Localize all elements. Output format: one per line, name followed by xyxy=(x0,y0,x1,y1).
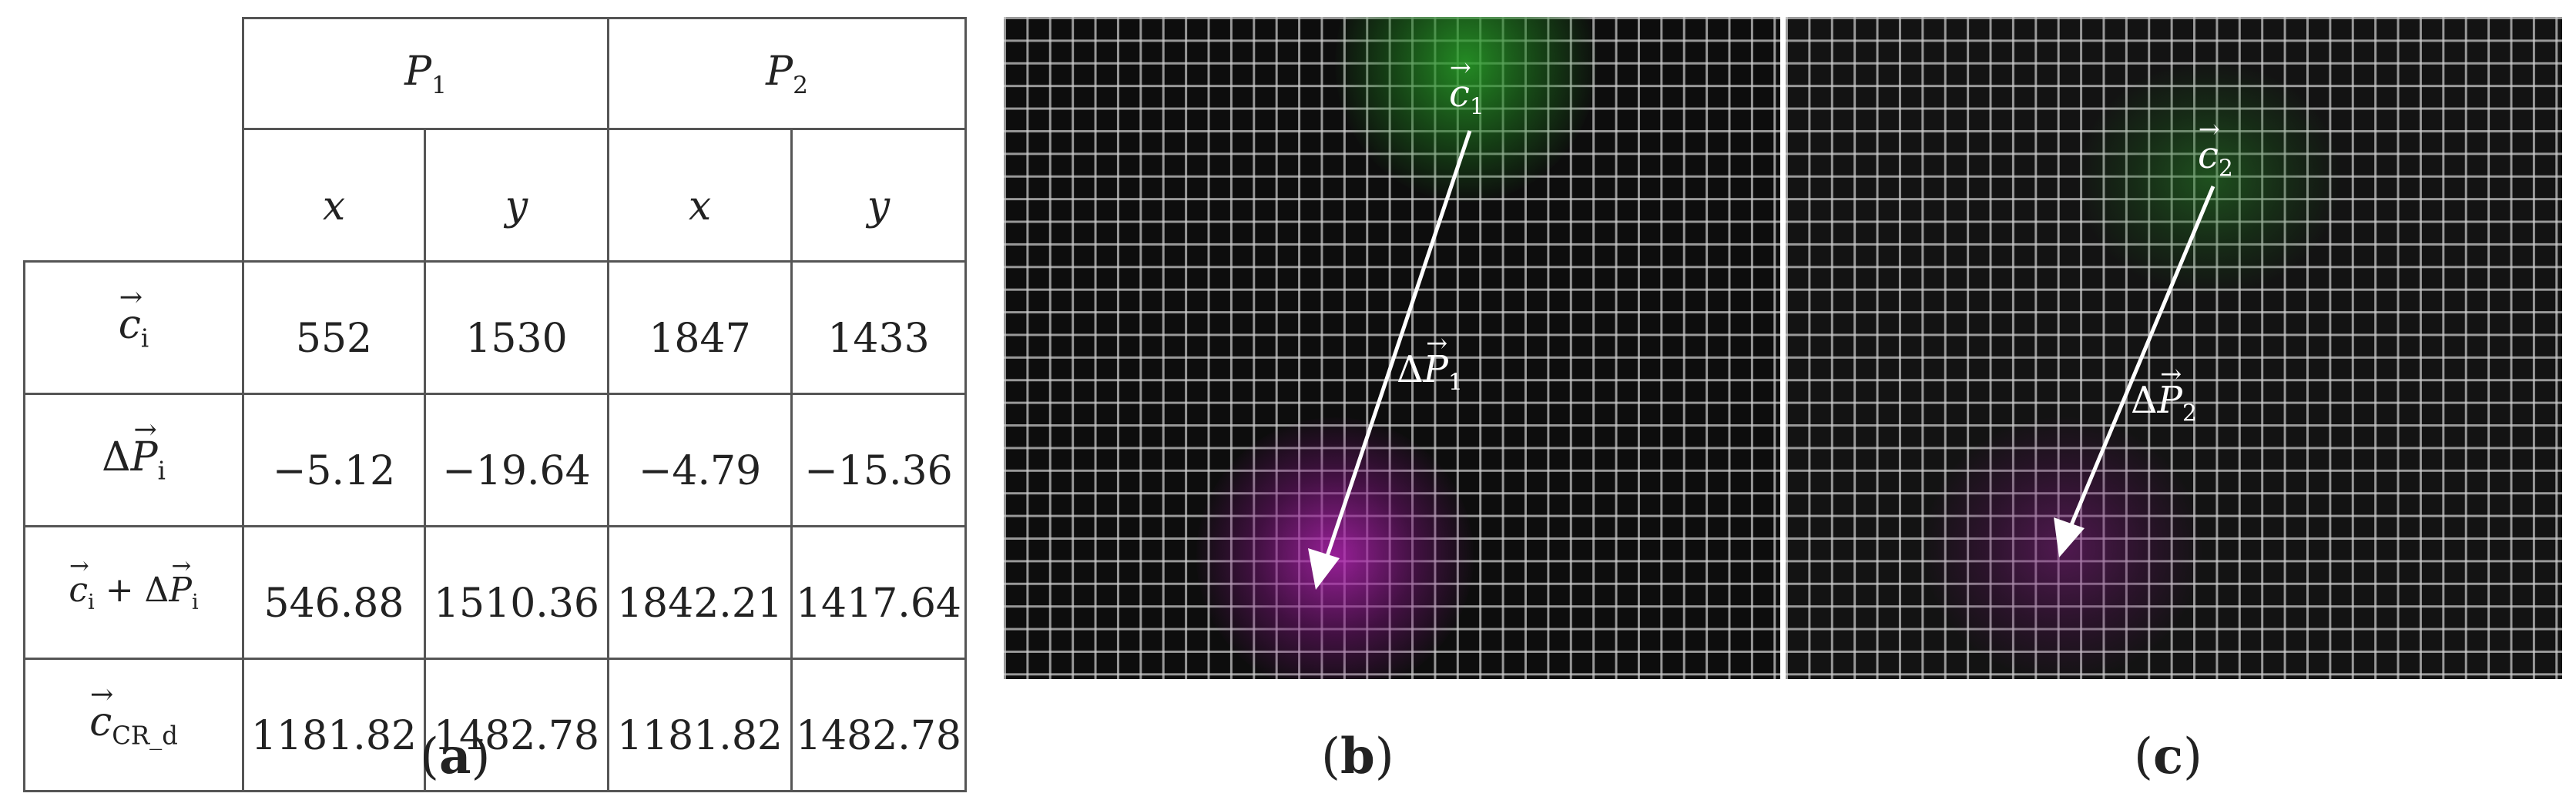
header-group-p1: P1 xyxy=(242,17,609,130)
table-cell: 1417.64 xyxy=(790,525,967,660)
header-col-p1-y: y xyxy=(424,128,609,263)
header-col-p2-x: x xyxy=(607,128,793,263)
table-cell: 546.88 xyxy=(242,525,426,660)
row-label-delta-pi: ΔPi xyxy=(23,393,244,527)
caption-a: (a) xyxy=(420,728,491,785)
header-group-p2: P2 xyxy=(607,17,967,130)
table-row: ci 552 1530 1847 1433 xyxy=(23,260,967,395)
table-cell: 1181.82 xyxy=(607,658,793,792)
row-label-c-cr-d: cCR_d xyxy=(23,658,244,792)
label-c1: c1 xyxy=(1449,72,1484,121)
table-header-row-axes: x y x y xyxy=(25,128,967,263)
table-cell: −4.79 xyxy=(607,393,793,527)
table-cell: −5.12 xyxy=(242,393,426,527)
label-delta-p1: ΔP1 xyxy=(1397,348,1463,397)
table-row: ΔPi −5.12 −19.64 −4.79 −15.36 xyxy=(23,393,967,527)
table-row: ci + ΔPi 546.88 1510.36 1842.21 1417.64 xyxy=(23,525,967,660)
table-cell: 1530 xyxy=(424,260,609,395)
row-label-ci-plus-delta: ci + ΔPi xyxy=(23,525,244,660)
table-cell: 1482.78 xyxy=(790,658,967,792)
row-label-ci: ci xyxy=(23,260,244,395)
caption-c: (c) xyxy=(2134,728,2202,785)
label-delta-p2: ΔP2 xyxy=(2131,379,2197,427)
panel-b-image: c1 ΔP1 xyxy=(1004,17,1780,679)
label-c2: c2 xyxy=(2198,134,2233,182)
panel-c-image: c2 ΔP2 xyxy=(1786,17,2562,679)
table-cell: 1510.36 xyxy=(424,525,609,660)
table-cell: 1847 xyxy=(607,260,793,395)
coordinates-table: P1 P2 x y x y ci 552 1530 1847 1433 ΔPi … xyxy=(23,17,967,792)
table-cell: 1181.82 xyxy=(242,658,426,792)
table-cell: 1482.78 xyxy=(424,658,609,792)
displacement-arrow-1 xyxy=(1308,130,1472,590)
displacement-arrow-2 xyxy=(2054,186,2215,557)
table-row: cCR_d 1181.82 1482.78 1181.82 1482.78 xyxy=(23,658,967,792)
caption-b: (b) xyxy=(1321,728,1394,785)
table-cell: −19.64 xyxy=(424,393,609,527)
table-header-row-groups: P1 P2 xyxy=(24,17,967,263)
table-cell: −15.36 xyxy=(790,393,967,527)
header-col-p1-x: x xyxy=(242,128,426,263)
header-col-p2-y: y xyxy=(790,128,967,263)
table-cell: 1433 xyxy=(790,260,967,395)
table-corner-blank xyxy=(24,18,244,263)
table-cell: 1842.21 xyxy=(607,525,793,660)
table-cell: 552 xyxy=(242,260,426,395)
